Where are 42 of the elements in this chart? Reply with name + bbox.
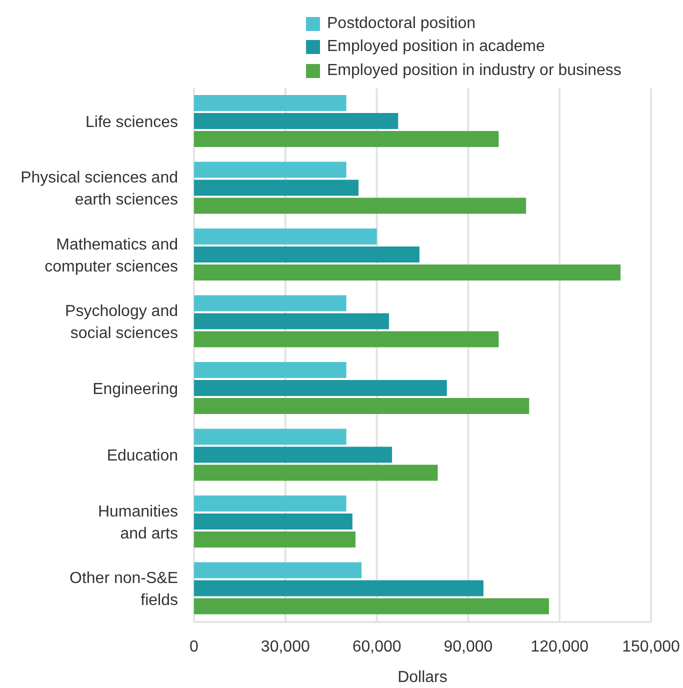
y-tick-label: Psychology and social sciences — [65, 303, 178, 342]
bar — [194, 398, 530, 414]
y-tick-label: Humanities and arts — [98, 503, 178, 542]
bar — [194, 180, 359, 196]
legend-label: Postdoctoral position — [327, 14, 476, 33]
bar — [194, 532, 356, 548]
y-tick-label: Education — [106, 448, 178, 465]
x-tick-label: 30,000 — [260, 638, 310, 656]
bar — [194, 580, 484, 596]
bar — [194, 295, 346, 312]
bar — [194, 198, 526, 214]
bar — [194, 362, 346, 378]
bar — [194, 598, 549, 614]
bar — [194, 95, 346, 111]
x-tick-label: 90,000 — [444, 638, 493, 656]
y-tick-label: Mathematics and computer sciences — [44, 236, 178, 276]
bar — [194, 264, 621, 280]
bar — [194, 428, 346, 445]
x-tick-label: 0 — [190, 638, 199, 656]
x-tick-label: 120,000 — [530, 638, 589, 656]
y-tick-label: Engineering — [92, 380, 178, 398]
bar — [194, 113, 398, 129]
x-tick-label: 150,000 — [622, 638, 680, 656]
x-axis-title: Dollars — [398, 669, 448, 686]
x-tick-label: 60,000 — [352, 638, 402, 656]
bar — [194, 562, 362, 578]
bar — [194, 514, 352, 530]
y-tick-label: Physical sciences and earth sciences — [20, 170, 178, 209]
legend-label: Employed position in industry or business — [327, 62, 622, 80]
bar — [194, 331, 499, 348]
bar — [194, 464, 438, 481]
bar — [194, 162, 346, 178]
legend-label: Employed position in academe — [327, 38, 545, 56]
bar — [194, 246, 420, 262]
bar — [194, 313, 389, 330]
y-tick-label: Life sciences — [86, 114, 178, 131]
bar — [194, 228, 377, 244]
bar — [194, 380, 447, 396]
bar — [194, 131, 499, 147]
y-tick-label: Other non-S&E fields — [70, 570, 178, 610]
bar — [194, 446, 392, 463]
bar — [194, 496, 346, 512]
